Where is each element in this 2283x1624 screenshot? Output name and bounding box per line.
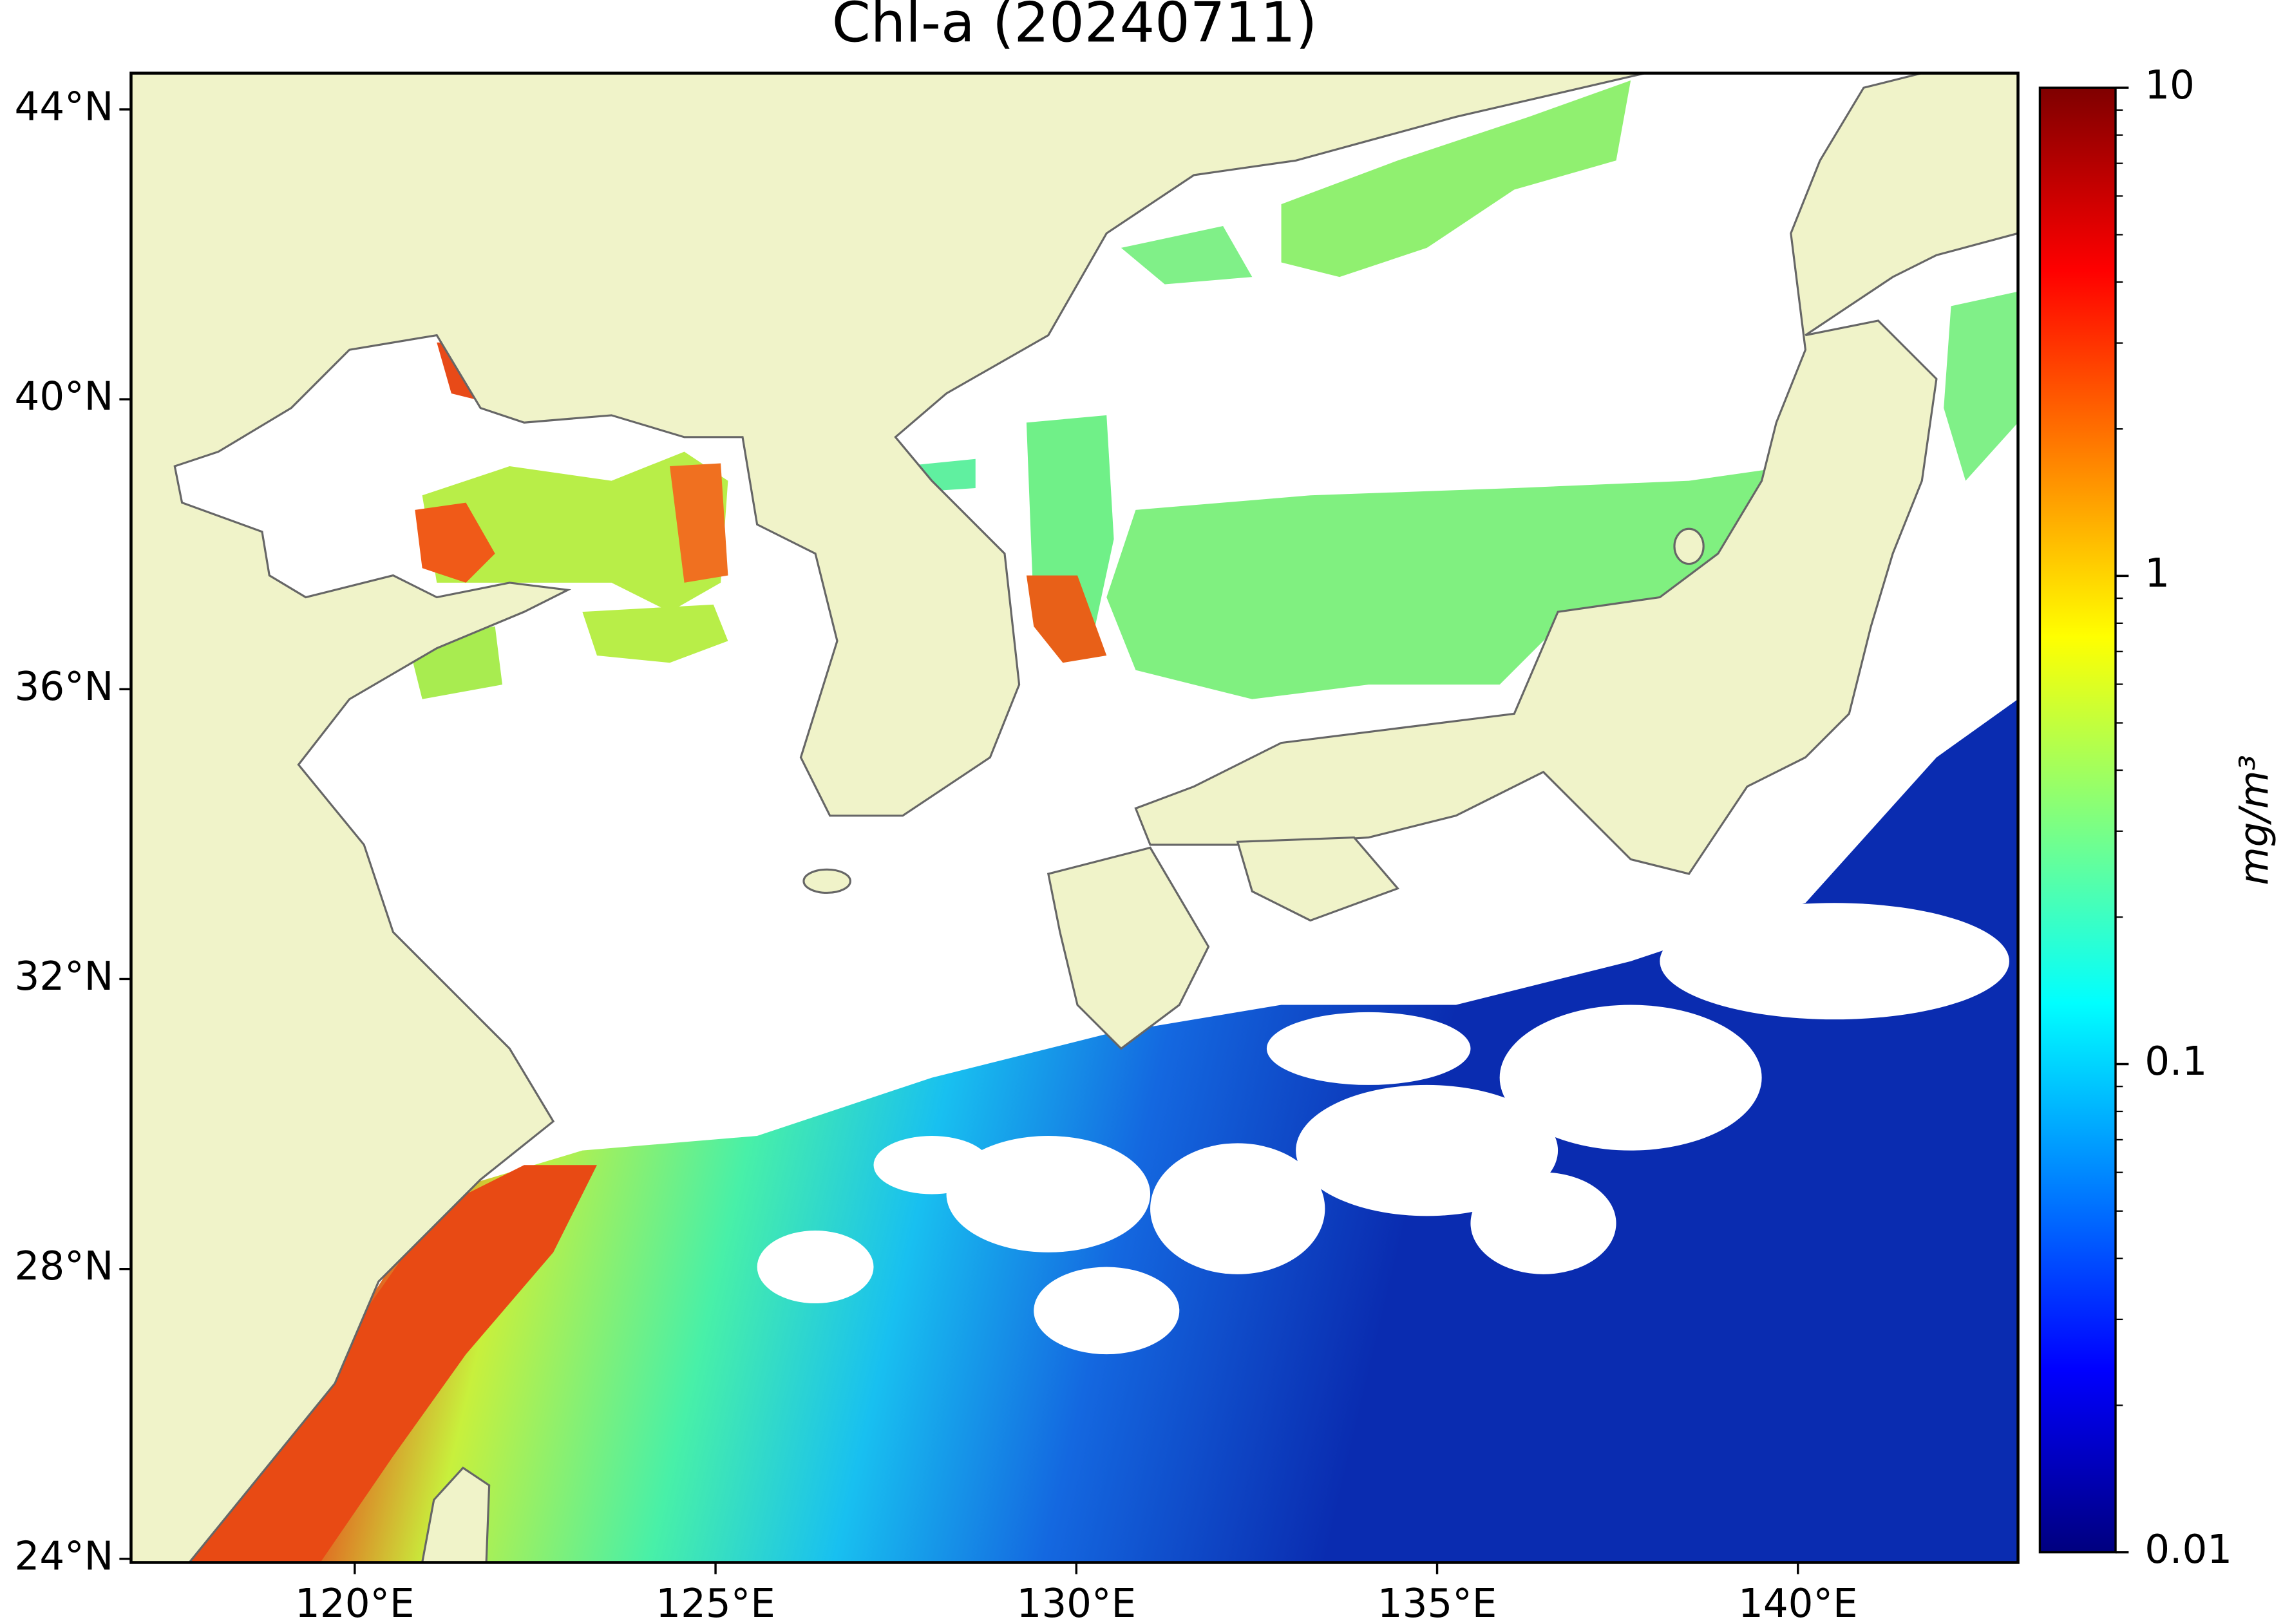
y-tick-label: 28°N bbox=[15, 1243, 114, 1289]
x-tick-label: 135°E bbox=[1378, 1581, 1497, 1624]
x-tick-label: 120°E bbox=[295, 1581, 415, 1624]
plot-frame bbox=[129, 71, 2020, 1564]
colorbar-tick-label: 0.01 bbox=[2145, 1527, 2232, 1572]
x-tick-label: 140°E bbox=[1738, 1581, 1858, 1624]
x-tick-label: 125°E bbox=[656, 1581, 775, 1624]
x-tick-label: 130°E bbox=[1017, 1581, 1137, 1624]
colorbar-tick-label: 0.1 bbox=[2145, 1039, 2207, 1084]
y-tick-label: 36°N bbox=[15, 664, 114, 710]
chlorophyll-field bbox=[175, 80, 2018, 1563]
y-tick-label: 40°N bbox=[15, 374, 114, 420]
colorbar bbox=[2038, 86, 2117, 1554]
map-area bbox=[131, 73, 2018, 1563]
colorbar-tick-label: 10 bbox=[2145, 62, 2195, 108]
colorbar-label: mg/m³ bbox=[2231, 755, 2277, 885]
land bbox=[131, 73, 2018, 1563]
colorbar-tick-label: 1 bbox=[2145, 551, 2170, 596]
y-tick-label: 24°N bbox=[15, 1533, 114, 1579]
chart-title: Chl-a (20240711) bbox=[832, 0, 1318, 55]
y-tick-label: 32°N bbox=[15, 954, 114, 999]
y-tick-label: 44°N bbox=[15, 84, 114, 129]
